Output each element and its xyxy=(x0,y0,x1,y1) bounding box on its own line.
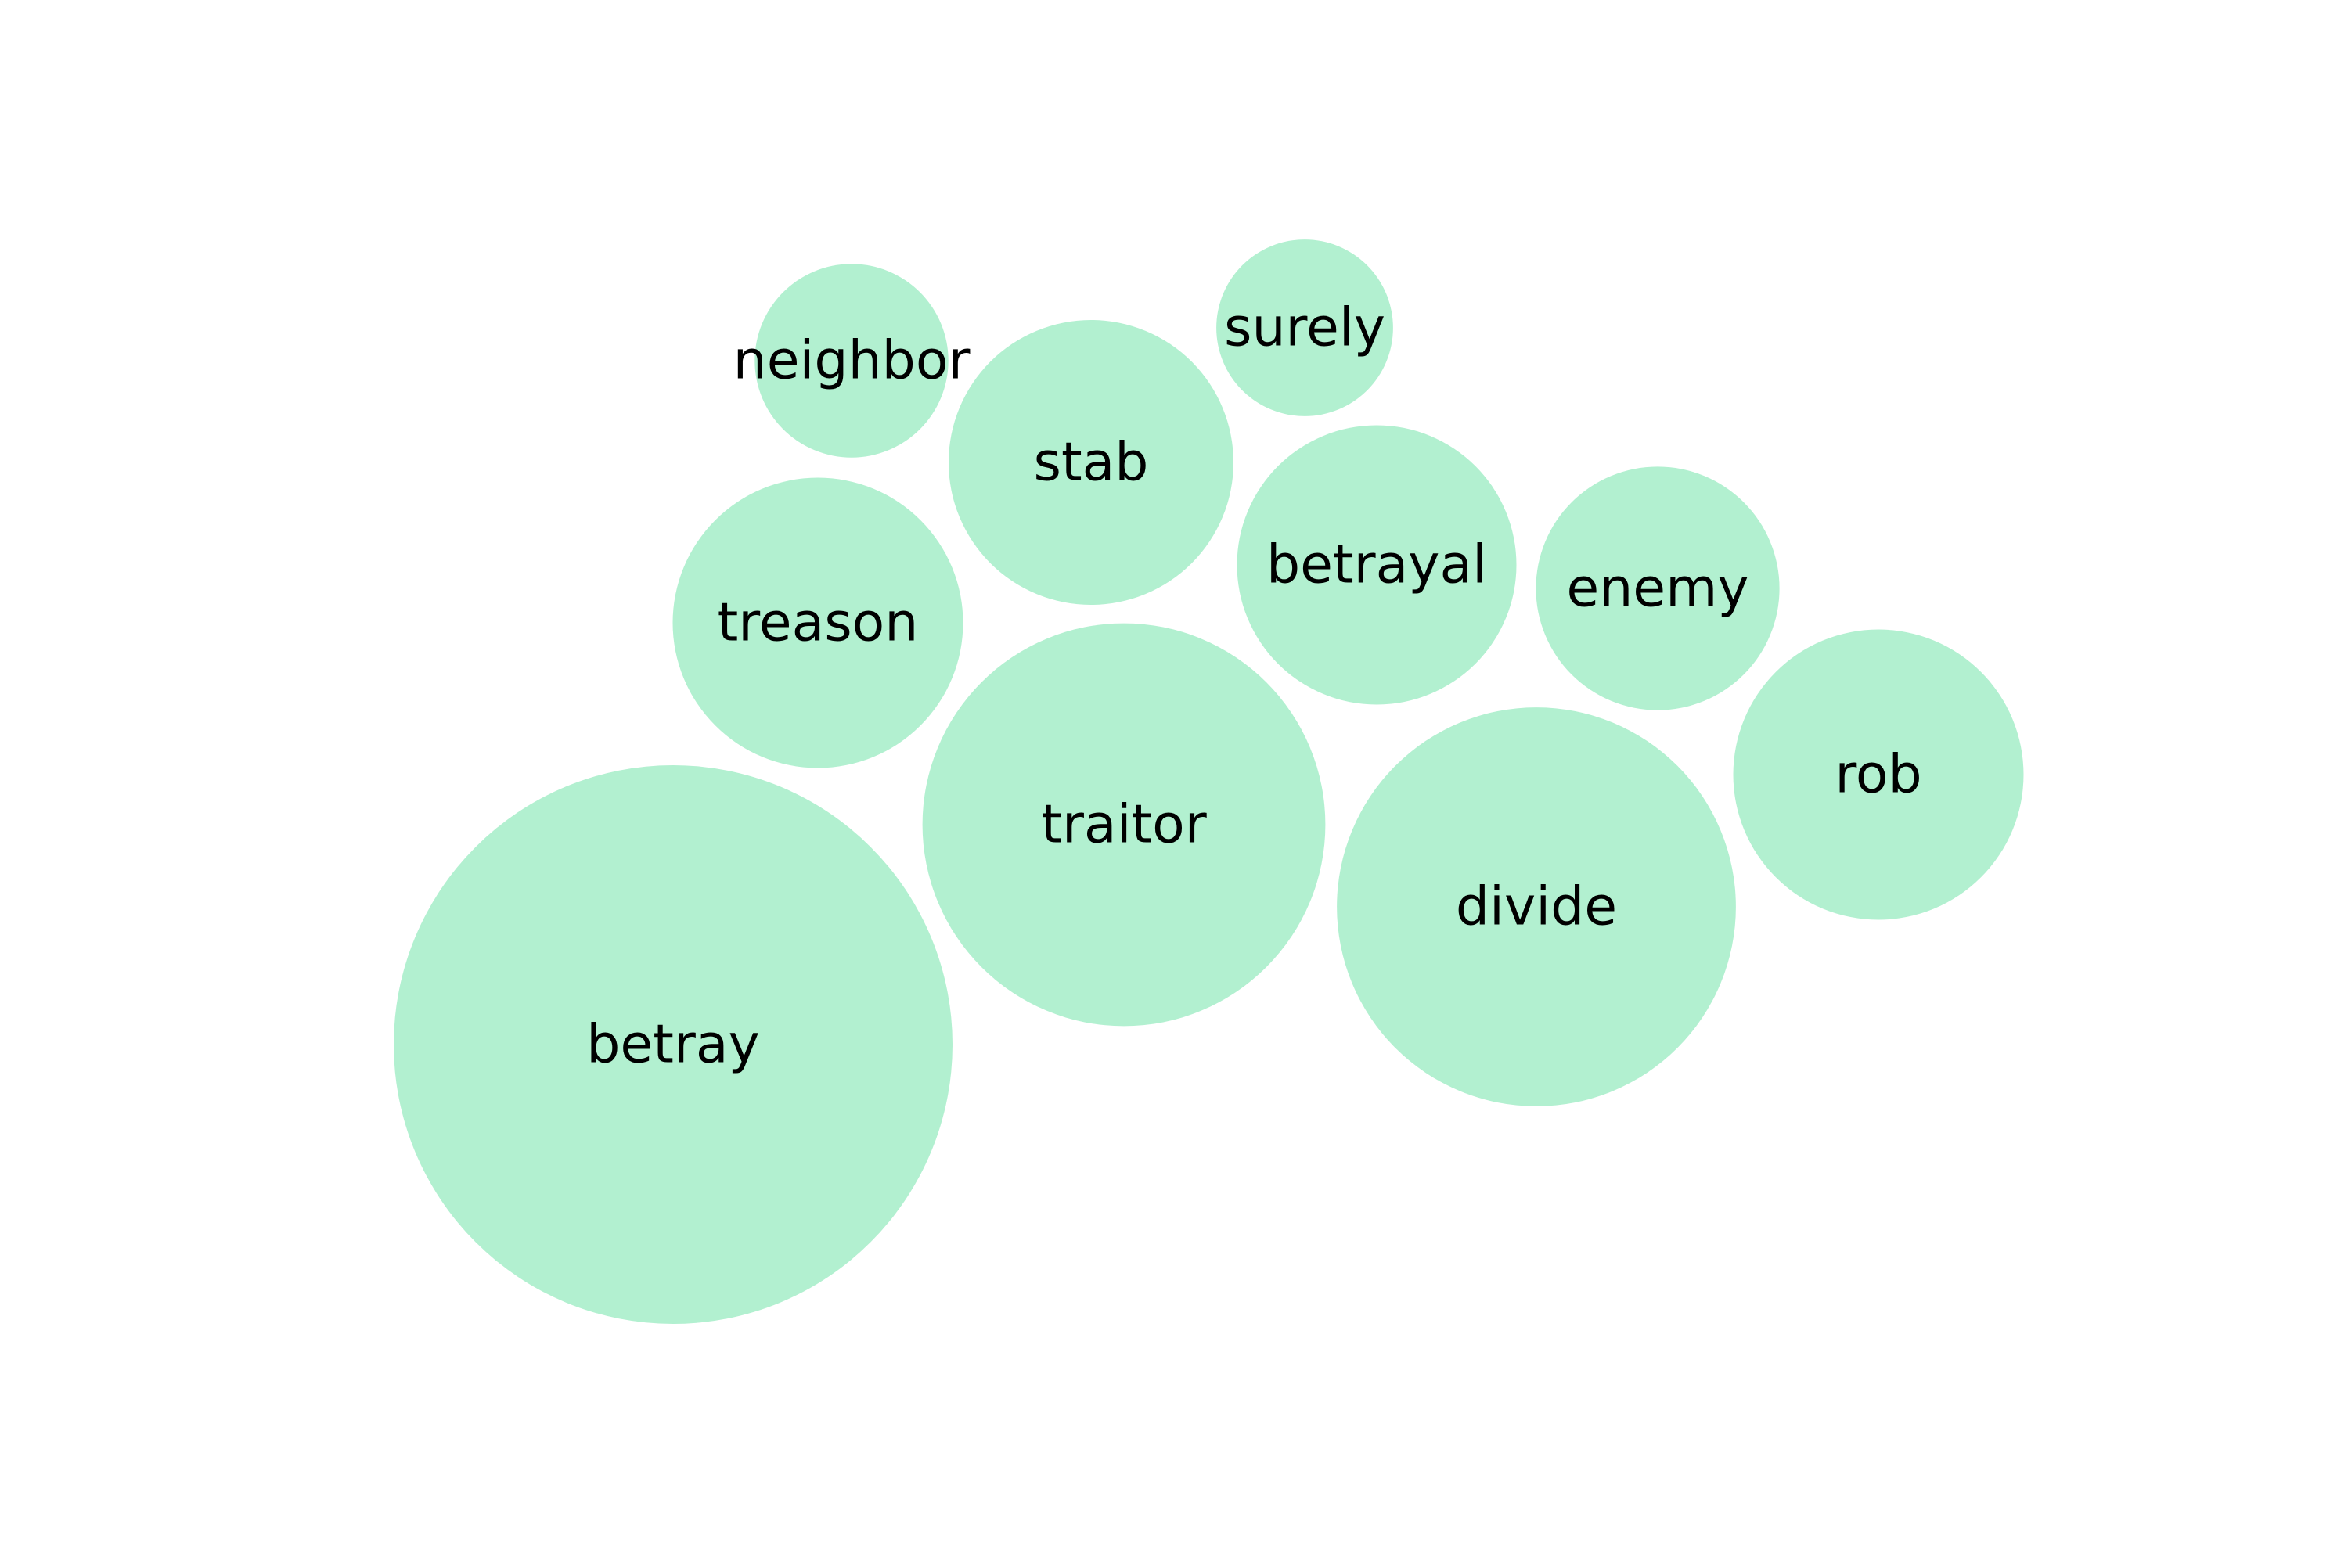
bubble-circle xyxy=(672,477,963,768)
bubble-circle xyxy=(1216,239,1393,416)
bubble-label: betrayal xyxy=(1266,534,1487,596)
bubble-label: divide xyxy=(1456,876,1617,938)
bubble-circle xyxy=(394,765,953,1324)
bubble-label: rob xyxy=(1835,744,1921,806)
bubble-enemy: enemy xyxy=(1536,466,1780,710)
bubble-label: stab xyxy=(1034,432,1149,494)
bubble-label: betray xyxy=(586,1014,760,1076)
bubble-traitor: traitor xyxy=(922,623,1326,1027)
bubble-treason: treason xyxy=(672,477,963,768)
bubble-label: surely xyxy=(1224,297,1385,359)
bubble-rob: rob xyxy=(1733,629,2024,920)
bubble-stab: stab xyxy=(949,320,1233,605)
bubble-betrayal: betrayal xyxy=(1237,425,1517,705)
bubble-circle xyxy=(754,264,949,458)
bubble-label: treason xyxy=(718,592,919,654)
bubble-circle xyxy=(949,320,1233,605)
bubble-circle xyxy=(1733,629,2024,920)
bubble-label: traitor xyxy=(1041,794,1206,856)
bubble-label: enemy xyxy=(1566,558,1748,620)
bubble-divide: divide xyxy=(1337,707,1736,1106)
bubble-betray: betray xyxy=(394,765,953,1324)
bubble-circle xyxy=(922,623,1326,1027)
bubble-surely: surely xyxy=(1216,239,1393,416)
bubble-circle xyxy=(1536,466,1780,710)
bubble-neighbor: neighbor xyxy=(733,264,971,458)
bubble-circle xyxy=(1337,707,1736,1106)
bubble-label: neighbor xyxy=(733,330,971,392)
bubble-circle xyxy=(1237,425,1517,705)
